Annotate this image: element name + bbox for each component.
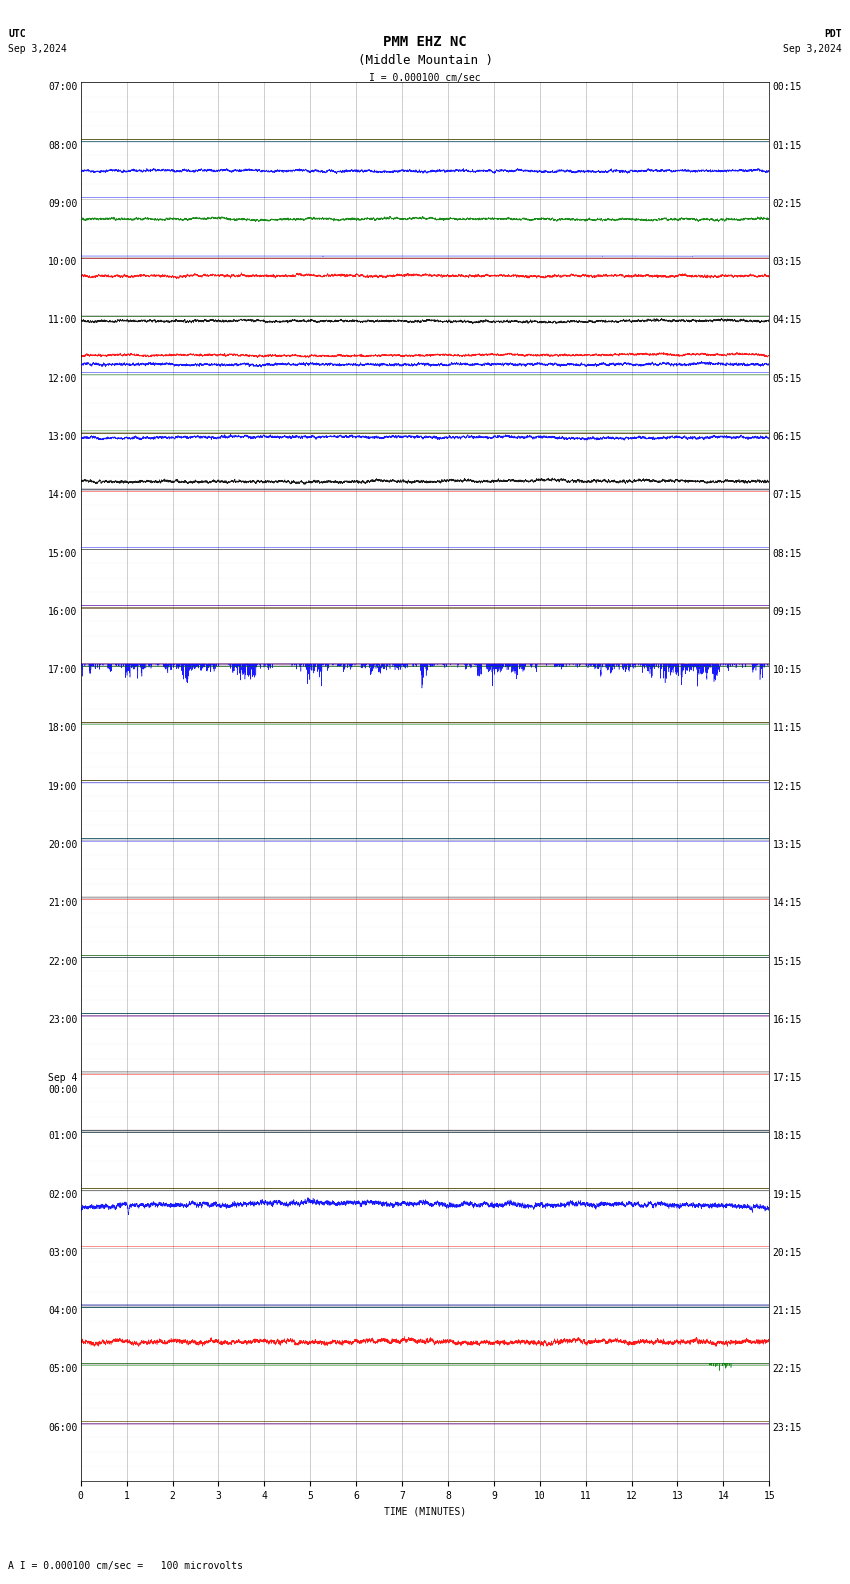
Text: 23:00: 23:00 — [48, 1015, 77, 1025]
Text: 19:15: 19:15 — [773, 1190, 802, 1199]
Text: 11:00: 11:00 — [48, 315, 77, 325]
Text: 06:15: 06:15 — [773, 432, 802, 442]
Text: 10:00: 10:00 — [48, 257, 77, 268]
Text: 04:15: 04:15 — [773, 315, 802, 325]
Text: 11:15: 11:15 — [773, 724, 802, 733]
Text: 17:00: 17:00 — [48, 665, 77, 675]
Text: 15:00: 15:00 — [48, 548, 77, 559]
Text: 14:15: 14:15 — [773, 898, 802, 908]
Text: 20:15: 20:15 — [773, 1248, 802, 1258]
Text: 02:00: 02:00 — [48, 1190, 77, 1199]
Text: UTC: UTC — [8, 29, 26, 38]
Text: 07:00: 07:00 — [48, 82, 77, 92]
Text: 23:15: 23:15 — [773, 1422, 802, 1434]
Text: 12:15: 12:15 — [773, 782, 802, 792]
Text: (Middle Mountain ): (Middle Mountain ) — [358, 54, 492, 67]
Text: 14:00: 14:00 — [48, 491, 77, 501]
Text: 20:00: 20:00 — [48, 840, 77, 851]
Text: 22:00: 22:00 — [48, 957, 77, 966]
X-axis label: TIME (MINUTES): TIME (MINUTES) — [384, 1506, 466, 1516]
Text: 00:15: 00:15 — [773, 82, 802, 92]
Text: 10:15: 10:15 — [773, 665, 802, 675]
Text: 18:00: 18:00 — [48, 724, 77, 733]
Text: 21:00: 21:00 — [48, 898, 77, 908]
Text: 18:15: 18:15 — [773, 1131, 802, 1142]
Text: I = 0.000100 cm/sec: I = 0.000100 cm/sec — [369, 73, 481, 82]
Text: 08:15: 08:15 — [773, 548, 802, 559]
Text: 02:15: 02:15 — [773, 200, 802, 209]
Text: 09:15: 09:15 — [773, 607, 802, 616]
Text: 03:00: 03:00 — [48, 1248, 77, 1258]
Text: 07:15: 07:15 — [773, 491, 802, 501]
Text: 17:15: 17:15 — [773, 1072, 802, 1083]
Text: PDT: PDT — [824, 29, 842, 38]
Text: 03:15: 03:15 — [773, 257, 802, 268]
Text: 05:00: 05:00 — [48, 1364, 77, 1375]
Text: Sep 3,2024: Sep 3,2024 — [8, 44, 67, 54]
Text: 09:00: 09:00 — [48, 200, 77, 209]
Text: 01:00: 01:00 — [48, 1131, 77, 1142]
Text: 04:00: 04:00 — [48, 1307, 77, 1316]
Text: 22:15: 22:15 — [773, 1364, 802, 1375]
Text: A I = 0.000100 cm/sec =   100 microvolts: A I = 0.000100 cm/sec = 100 microvolts — [8, 1562, 243, 1571]
Text: 19:00: 19:00 — [48, 782, 77, 792]
Text: 05:15: 05:15 — [773, 374, 802, 383]
Text: Sep 3,2024: Sep 3,2024 — [783, 44, 842, 54]
Text: 21:15: 21:15 — [773, 1307, 802, 1316]
Text: Sep 4
00:00: Sep 4 00:00 — [48, 1072, 77, 1095]
Text: 13:00: 13:00 — [48, 432, 77, 442]
Text: 01:15: 01:15 — [773, 141, 802, 150]
Text: 12:00: 12:00 — [48, 374, 77, 383]
Text: 16:00: 16:00 — [48, 607, 77, 616]
Text: 13:15: 13:15 — [773, 840, 802, 851]
Text: 08:00: 08:00 — [48, 141, 77, 150]
Text: 16:15: 16:15 — [773, 1015, 802, 1025]
Text: 06:00: 06:00 — [48, 1422, 77, 1434]
Text: 15:15: 15:15 — [773, 957, 802, 966]
Text: PMM EHZ NC: PMM EHZ NC — [383, 35, 467, 49]
